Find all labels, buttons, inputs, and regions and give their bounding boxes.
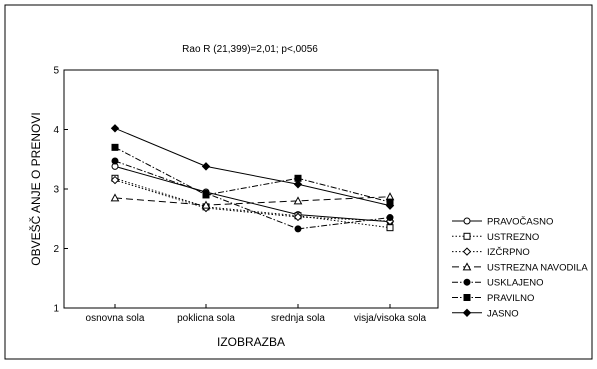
data-point bbox=[110, 175, 120, 185]
legend-label: USTREZNO bbox=[487, 232, 539, 243]
legend-marker bbox=[463, 294, 471, 301]
data-point bbox=[293, 212, 303, 222]
x-tick-label: osnovna sola bbox=[86, 313, 145, 324]
legend-label: IZČRPNO bbox=[487, 247, 530, 258]
legend-label: USTREZNA NAVODILA bbox=[487, 262, 588, 273]
legend-marker bbox=[462, 262, 472, 271]
y-tick-label: 3 bbox=[53, 185, 59, 196]
x-tick-label: poklicna sola bbox=[177, 313, 235, 324]
y-tick-label: 2 bbox=[53, 244, 59, 255]
series-line bbox=[114, 160, 391, 230]
legend-label: PRAVILNO bbox=[487, 293, 534, 304]
series-7 bbox=[110, 124, 395, 210]
data-point bbox=[386, 214, 394, 222]
legend-marker bbox=[462, 247, 472, 256]
legend-marker bbox=[463, 232, 471, 240]
legend-item: PRAVOČASNO bbox=[452, 217, 553, 228]
legend: PRAVOČASNO USTREZNO IZČRPNO USTREZNA NAVODI… bbox=[452, 217, 588, 319]
data-point bbox=[293, 180, 303, 189]
data-point bbox=[385, 201, 395, 210]
legend-item: PRAVILNO bbox=[452, 293, 534, 304]
legend-item: IZČRPNO bbox=[452, 247, 530, 258]
series-line bbox=[114, 196, 391, 206]
data-point bbox=[111, 143, 119, 151]
chart-title: Rao R (21,399)=2,01; p<,0056 bbox=[182, 44, 318, 55]
data-point bbox=[293, 196, 303, 205]
legend-item: USTREZNO bbox=[452, 232, 539, 243]
legend-marker bbox=[463, 278, 471, 286]
y-axis: 1 2 3 4 5 bbox=[53, 66, 68, 315]
series-line bbox=[114, 127, 391, 207]
y-tick-label: 5 bbox=[53, 66, 59, 77]
y-tick-label: 1 bbox=[53, 304, 59, 315]
data-point bbox=[110, 124, 120, 133]
series-4 bbox=[110, 192, 395, 209]
data-point bbox=[386, 224, 394, 232]
series-line bbox=[114, 146, 391, 203]
data-point bbox=[201, 200, 211, 209]
y-axis-label: OBVEŠČ ANJE O PRENOVI bbox=[28, 112, 43, 265]
legend-item: USKLAJENO bbox=[452, 278, 544, 289]
legend-marker bbox=[463, 217, 471, 225]
legend-marker bbox=[462, 308, 472, 318]
series-line bbox=[114, 179, 391, 222]
data-point bbox=[202, 191, 210, 199]
data-point bbox=[201, 162, 211, 171]
x-axis: osnovna sola poklicna sola srednja sola vis… bbox=[86, 304, 427, 324]
legend-label: JASNO bbox=[487, 308, 519, 319]
x-tick-label: visja/visoka sola bbox=[354, 313, 427, 324]
data-point bbox=[111, 157, 119, 165]
x-tick-label: srednja sola bbox=[271, 313, 325, 324]
legend-item: JASNO bbox=[452, 308, 519, 319]
legend-item: USTREZNA NAVODILA bbox=[452, 262, 588, 273]
data-point bbox=[294, 225, 302, 233]
x-axis-label: IZOBRAZBA bbox=[217, 335, 285, 349]
y-tick-label: 4 bbox=[53, 125, 59, 136]
series-layer bbox=[110, 124, 395, 233]
legend-label: PRAVOČASNO bbox=[487, 217, 553, 228]
legend-label: USKLAJENO bbox=[487, 278, 544, 289]
data-point bbox=[110, 193, 120, 202]
